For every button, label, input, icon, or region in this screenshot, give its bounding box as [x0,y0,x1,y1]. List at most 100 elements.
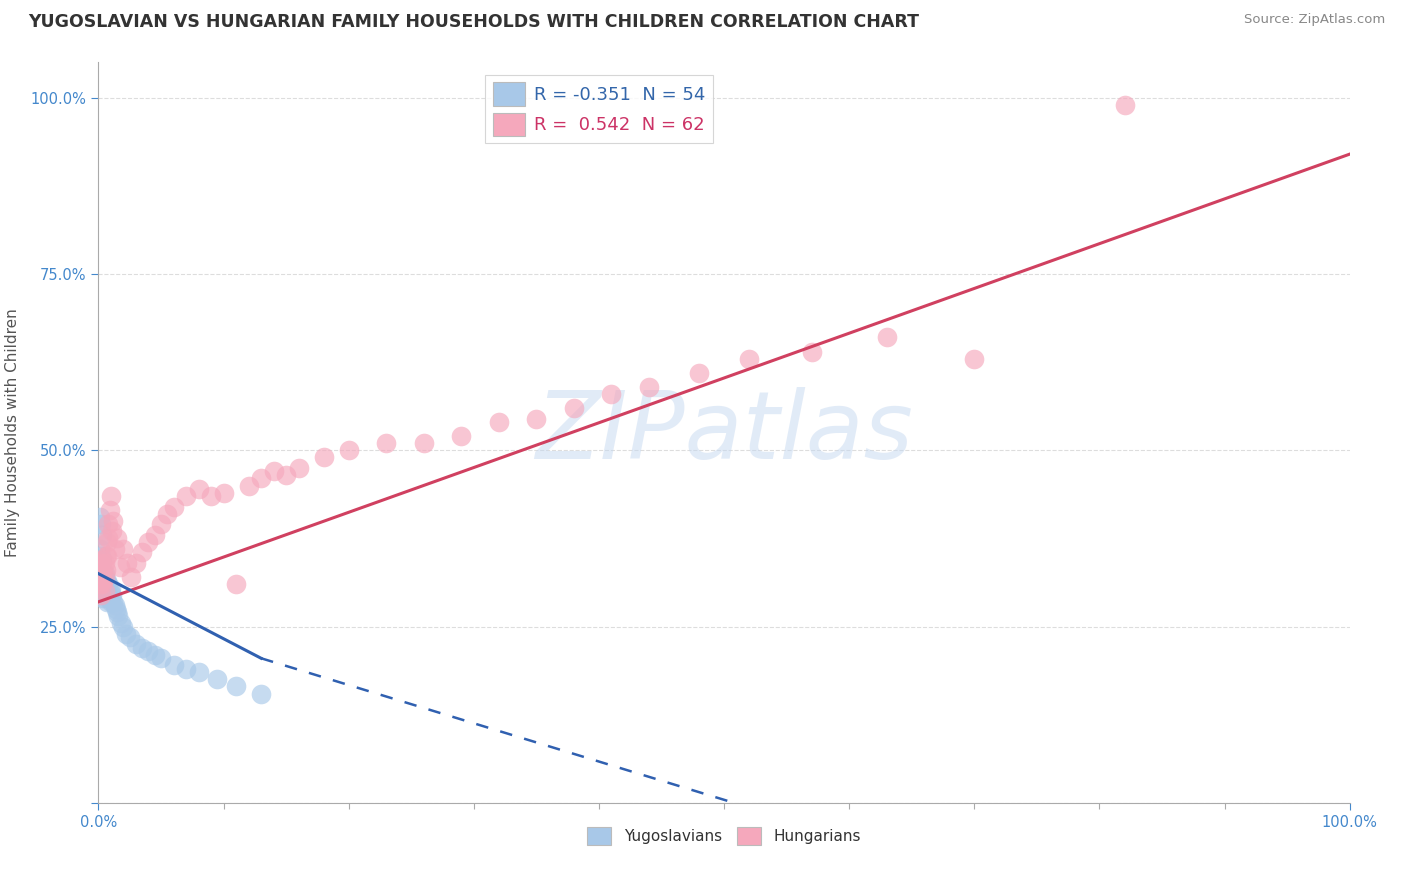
Point [91,577,114,591]
Point [96,549,118,563]
Point [93,570,115,584]
Point [89,541,111,556]
Point [287,461,309,475]
Point [312,450,335,465]
Point [94,588,117,602]
Point [103,514,125,528]
Point [207,673,229,687]
Point [91,552,114,566]
Point [97,517,120,532]
Point [337,443,360,458]
Point [488,415,510,429]
Point [412,436,434,450]
Point [225,680,247,694]
Point [375,436,398,450]
Point [93,570,115,584]
Legend: Yugoslavians, Hungarians: Yugoslavians, Hungarians [581,821,868,851]
Point [238,478,260,492]
Point [107,609,129,624]
Point [143,648,166,662]
Point [93,566,115,581]
Point [115,626,138,640]
Point [250,471,273,485]
Point [101,524,124,539]
Point [94,549,117,563]
Point [93,584,115,599]
Point [108,559,131,574]
Point [93,563,115,577]
Point [93,574,115,588]
Point [112,619,135,633]
Point [91,563,114,577]
Point [103,595,125,609]
Point [138,535,160,549]
Point [90,574,112,588]
Point [90,556,112,570]
Point [89,510,111,524]
Point [212,485,235,500]
Point [93,581,115,595]
Point [125,556,148,570]
Point [100,595,122,609]
Point [150,651,173,665]
Point [97,577,120,591]
Point [138,644,160,658]
Point [105,606,128,620]
Point [91,566,114,581]
Point [131,545,153,559]
Point [250,686,273,700]
Point [101,588,124,602]
Point [90,563,112,577]
Point [91,552,114,566]
Point [89,577,111,591]
Point [96,595,118,609]
Point [524,411,547,425]
Point [120,570,142,584]
Point [100,489,122,503]
Point [1114,97,1136,112]
Point [738,351,761,366]
Point [91,584,114,599]
Point [93,588,115,602]
Point [97,591,120,606]
Point [638,380,661,394]
Point [90,517,112,532]
Point [100,581,122,595]
Point [174,662,197,676]
Point [90,584,112,599]
Point [143,528,166,542]
Point [131,640,153,655]
Point [800,344,823,359]
Point [115,556,138,570]
Point [94,563,117,577]
Point [600,387,623,401]
Point [89,563,111,577]
Point [93,577,115,591]
Point [89,577,111,591]
Point [93,591,115,606]
Point [876,330,898,344]
Text: YUGOSLAVIAN VS HUNGARIAN FAMILY HOUSEHOLDS WITH CHILDREN CORRELATION CHART: YUGOSLAVIAN VS HUNGARIAN FAMILY HOUSEHOL… [28,13,920,31]
Point [89,552,111,566]
Point [156,507,179,521]
Point [89,570,111,584]
Point [110,615,132,630]
Point [187,482,209,496]
Point [97,532,120,546]
Point [89,563,111,577]
Point [94,574,117,588]
Text: ZIPatlas: ZIPatlas [536,387,912,478]
Point [91,528,114,542]
Point [98,584,121,599]
Point [104,602,127,616]
Point [274,467,298,482]
Point [200,489,222,503]
Point [96,584,118,599]
Point [91,574,114,588]
Point [105,532,128,546]
Point [90,549,112,563]
Point [162,500,184,514]
Point [263,464,285,478]
Point [90,588,112,602]
Point [90,556,112,570]
